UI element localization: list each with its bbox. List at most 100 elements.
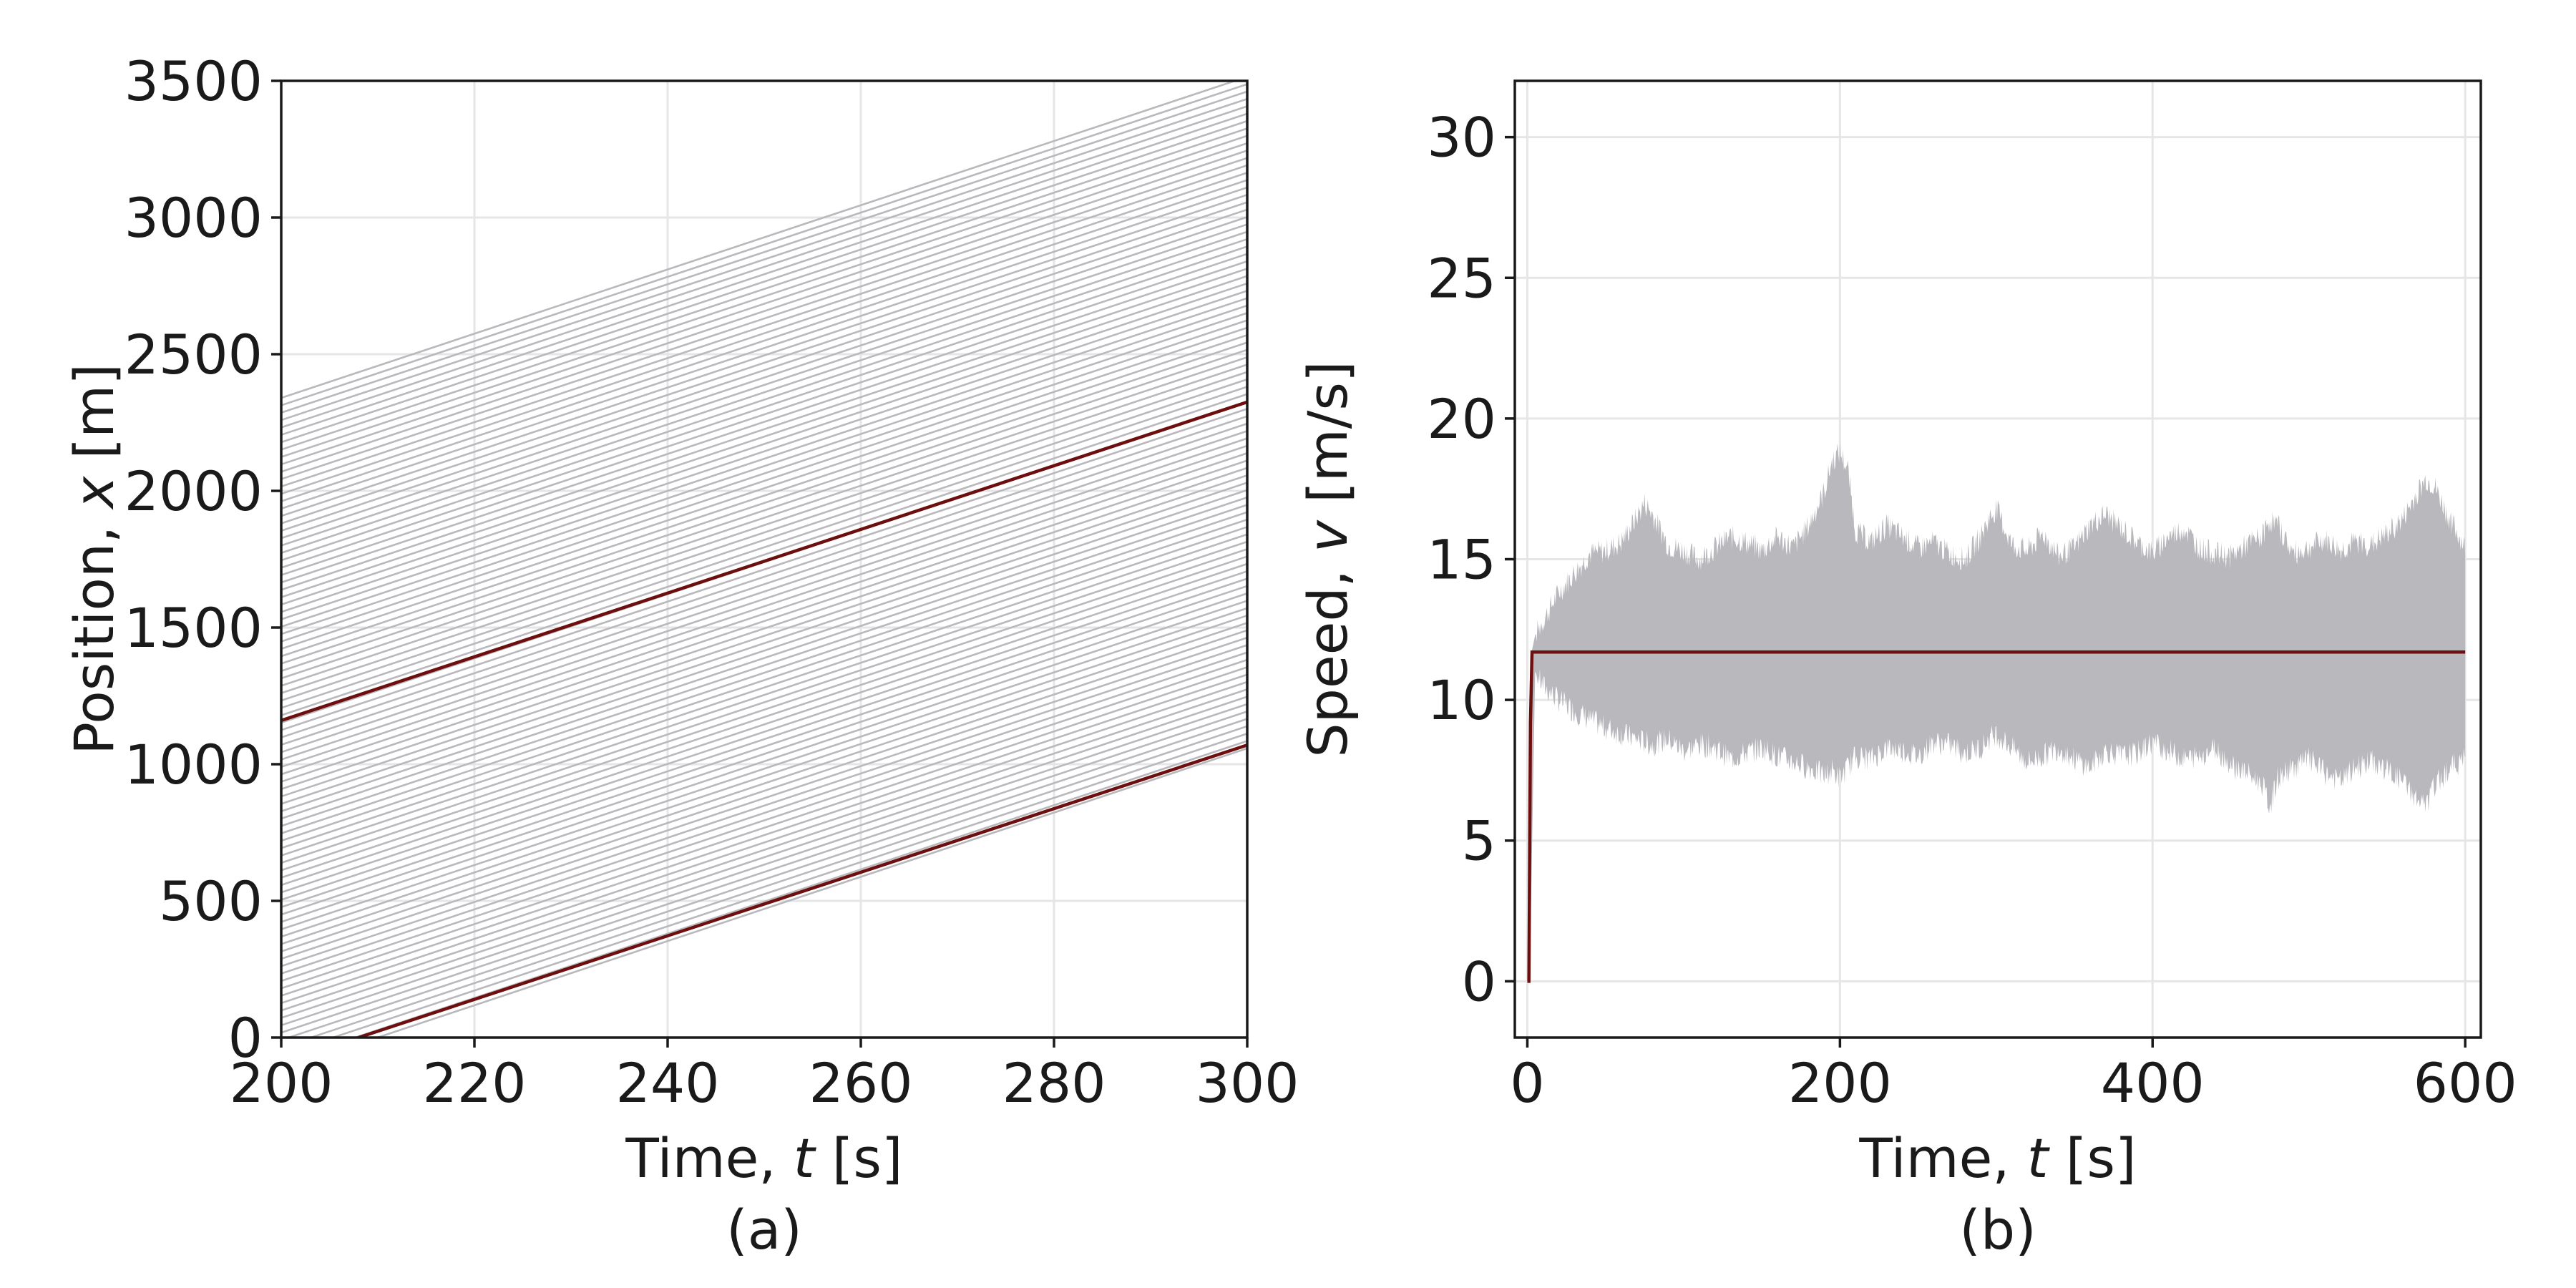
chart-a-trajectory-line [281, 223, 1247, 547]
chart-a-trajectory-line [281, 179, 1247, 502]
chart-b-y-tick-label: 5 [1462, 809, 1496, 873]
chart-a-trajectory-line [281, 467, 1247, 790]
chart-a-trajectory-line [281, 548, 1247, 872]
chart-a-caption: (a) [726, 1198, 802, 1262]
chart-a-trajectory-line [286, 718, 1247, 1038]
chart-a-trajectory-line [281, 253, 1247, 576]
chart-b-y-tick-label: 25 [1427, 246, 1496, 310]
chart-a-trajectory-line [281, 326, 1247, 650]
chart-b-speed-band [1527, 442, 2466, 982]
chart-a-trajectory-line [281, 474, 1247, 798]
chart-a-trajectory-line [281, 371, 1247, 694]
chart-b-y-tick-label: 0 [1462, 950, 1496, 1013]
chart-a-trajectory-line [281, 688, 1247, 1012]
chart-a-trajectory-line [281, 127, 1247, 451]
chart-a-y-tick-label: 2500 [125, 323, 263, 386]
chart-a-trajectory-line [281, 622, 1247, 945]
chart-a-trajectory-line [281, 194, 1247, 517]
chart-b-x-tick-label: 600 [2414, 1051, 2517, 1115]
chart-a-trajectory-line [281, 348, 1247, 672]
chart-a-trajectory-line [281, 81, 1238, 399]
chart-a-trajectory-line [281, 282, 1247, 606]
chart-a-trajectory-line [281, 452, 1247, 776]
chart-a-trajectory-line [281, 119, 1247, 444]
chart-a-trajectory-line [281, 518, 1247, 842]
chart-a-x-tick-label: 240 [615, 1051, 719, 1115]
chart-a-ticks: 200 220 240 260 280 3000500100015002000250030… [125, 49, 1299, 1115]
chart-a-trajectory-line [281, 570, 1247, 894]
chart-b-x-axis-label: Time, t [s] [1858, 1126, 2136, 1190]
chart-a-trajectory-line [281, 592, 1247, 916]
chart-a-trajectory-line [281, 577, 1247, 901]
chart-a-trajectory-line [281, 90, 1247, 414]
chart-a-trajectory-line [281, 496, 1247, 820]
chart-a-x-tick-label: 260 [809, 1051, 912, 1115]
chart-a-y-tick-label: 3500 [125, 49, 263, 113]
chart-a-position-vs-time: 200 220 240 260 280 3000500100015002000250030… [62, 49, 1299, 1262]
chart-a-trajectory-line [281, 614, 1247, 938]
chart-a-trajectory-line [281, 437, 1247, 761]
chart-a-trajectory-line [281, 555, 1247, 879]
chart-a-trajectory-line [281, 245, 1247, 569]
chart-a-trajectory-line [281, 290, 1247, 613]
chart-a-trajectory-line [281, 238, 1247, 562]
chart-a-trajectory-line [281, 607, 1247, 930]
chart-b-highlight-series [1527, 650, 2466, 983]
chart-a-trajectory-line [281, 186, 1247, 510]
chart-a-trajectory-line [281, 230, 1247, 554]
chart-a-trajectory-line [281, 393, 1247, 716]
chart-a-trajectory-line [281, 304, 1247, 628]
chart-a-trajectory-line [281, 208, 1247, 532]
chart-a-y-tick-label: 500 [159, 869, 263, 933]
chart-a-trajectory-line [281, 356, 1247, 680]
chart-a-trajectory-line [281, 673, 1247, 997]
chart-a-trajectory-line [281, 696, 1247, 1019]
chart-a-trajectory-line [281, 312, 1247, 635]
chart-a-trajectory-line [281, 83, 1247, 406]
chart-a-trajectory-line [281, 504, 1247, 827]
chart-b-y-tick-label: 20 [1427, 387, 1496, 451]
chart-a-trajectory-line [281, 97, 1247, 421]
chart-b-x-tick-label: 0 [1510, 1051, 1544, 1115]
chart-b-y-tick-label: 15 [1427, 528, 1496, 592]
chart-a-trajectory-line [281, 157, 1247, 480]
chart-a-trajectory-line [281, 408, 1247, 731]
chart-a-background-trajectories [281, 81, 1247, 1038]
chart-b-x-tick-label: 400 [2101, 1051, 2205, 1115]
chart-a-trajectory-line [281, 489, 1247, 812]
chart-a-trajectory-line [281, 201, 1247, 525]
chart-a-y-tick-label: 0 [228, 1006, 263, 1070]
chart-a-trajectory-line [281, 386, 1247, 709]
chart-a-x-tick-label: 300 [1195, 1051, 1299, 1115]
chart-a-trajectory-line [374, 747, 1247, 1038]
chart-a-trajectory-line [281, 666, 1247, 990]
chart-a-trajectory-line [281, 260, 1247, 584]
chart-a-x-tick-label: 200 [229, 1051, 333, 1115]
chart-a-trajectory-line [281, 600, 1247, 923]
chart-a-trajectory-line [281, 585, 1247, 909]
chart-a-y-tick-label: 2000 [125, 459, 263, 523]
chart-a-trajectory-line [308, 725, 1247, 1038]
chart-a-trajectory-line [281, 334, 1247, 658]
chart-a-trajectory-line [281, 680, 1247, 1005]
chart-b-y-tick-label: 10 [1427, 668, 1496, 732]
chart-a-trajectory-line [281, 658, 1247, 982]
chart-a-trajectory-line [281, 430, 1247, 753]
chart-a-highlight-trajectory [358, 743, 1247, 1038]
chart-b-caption: (b) [1959, 1198, 2036, 1262]
chart-a-trajectory-line [281, 562, 1247, 887]
chart-b-highlight-speed [1527, 650, 2466, 983]
chart-b-y-tick-label: 30 [1427, 106, 1496, 170]
chart-a-trajectory-line [281, 533, 1247, 857]
chart-a-trajectory-line [281, 378, 1247, 702]
chart-a-y-tick-label: 3000 [125, 186, 263, 250]
chart-a-x-axis-label: Time, t [s] [625, 1126, 902, 1190]
chart-a-trajectory-line [281, 644, 1247, 967]
chart-a-trajectory-line [281, 415, 1247, 738]
chart-a-trajectory-line [281, 112, 1247, 436]
chart-a-trajectory-line [330, 732, 1247, 1038]
chart-a-highlight-series [281, 400, 1247, 1038]
chart-a-trajectory-line [281, 711, 1247, 1034]
chart-a-frame [280, 79, 1249, 1039]
